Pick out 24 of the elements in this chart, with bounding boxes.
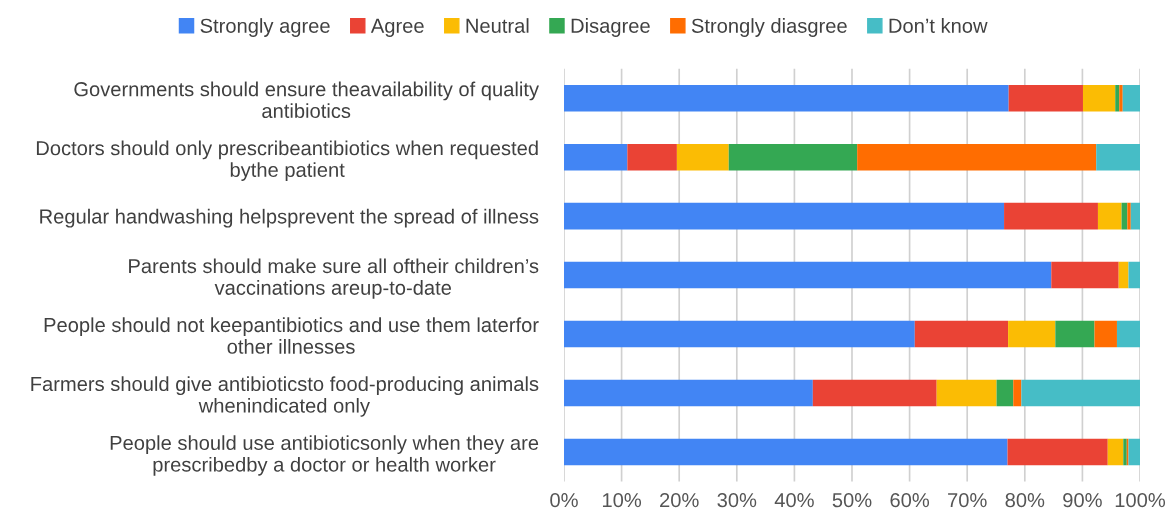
x-tick-label: 40% bbox=[774, 493, 814, 508]
legend-label: Neutral bbox=[466, 18, 529, 33]
x-tick-label: 100% bbox=[1115, 493, 1166, 508]
x-tick-label: 30% bbox=[717, 493, 757, 508]
y-tick-label: Regular handwashing helpsprevent the spread of illness bbox=[40, 208, 539, 228]
legend-label: Strongly agree bbox=[200, 18, 330, 37]
y-tick-label: People should not keepantibiotics and use them laterfor other illnesses bbox=[44, 317, 539, 354]
x-tick-label: 60% bbox=[890, 493, 930, 508]
legend-label: Disagree bbox=[571, 18, 650, 37]
y-tick-label: Doctors should only prescribeantibiotics when requested bythe patient bbox=[36, 140, 538, 181]
x-tick-label: 50% bbox=[832, 493, 872, 508]
x-tick-label: 20% bbox=[660, 493, 699, 508]
y-tick-label: People should use antibioticsonly when they are prescribedby a doctor or health worker bbox=[110, 435, 539, 476]
x-tick-label: 0% bbox=[550, 493, 578, 508]
y-tick-label: Governments should ensure theavailability of quality antibiotics bbox=[74, 81, 539, 119]
x-tick-label: 70% bbox=[948, 493, 987, 508]
y-tick-label: Farmers should give antibioticsto food-producing animals whenindicated only bbox=[31, 376, 539, 417]
legend-label: Strongly diasgree bbox=[691, 18, 847, 37]
x-tick-label: 80% bbox=[1005, 493, 1045, 508]
legend-label: Agree bbox=[370, 18, 424, 37]
y-tick-label: Parents should make sure all oftheir children’s vaccinations areup-to-date bbox=[129, 258, 539, 299]
x-tick-label: 10% bbox=[602, 493, 642, 508]
legend-label: Don’t know bbox=[889, 18, 988, 33]
x-tick-label: 90% bbox=[1063, 493, 1102, 508]
